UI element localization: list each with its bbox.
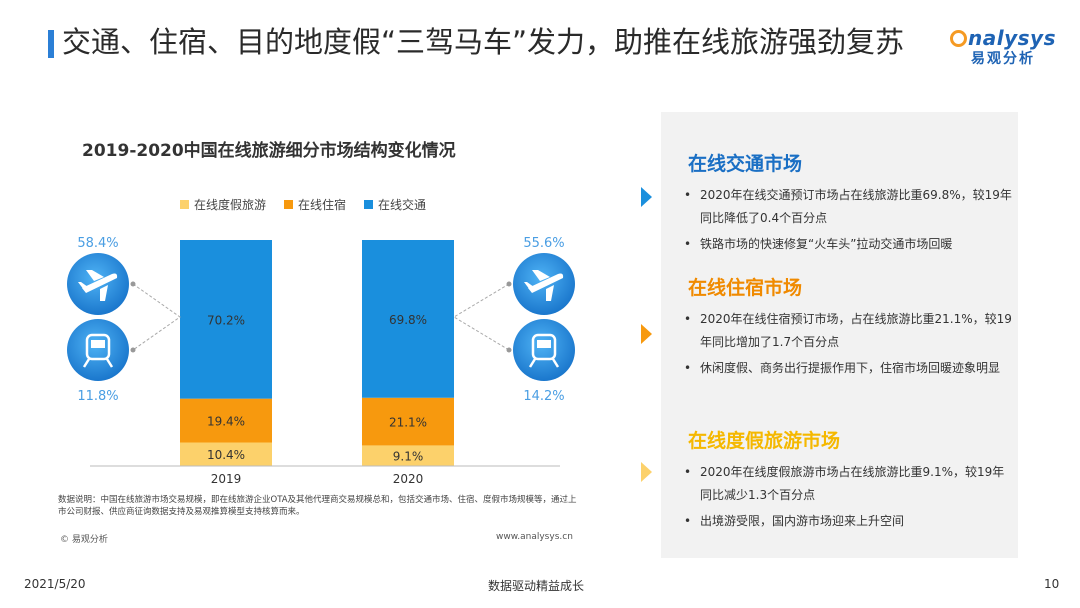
train-icon [513, 319, 575, 381]
plane-glyph [524, 270, 564, 301]
bullet-item: • 出境游受限，国内游市场迎来上升空间 [684, 510, 1014, 533]
stacked-bar-chart: 10.4% 19.4% 70.2% 2019 9.1% 21.1% 69.8% 2020 58.… [67, 236, 575, 486]
bar-data-label: 70.2% [207, 313, 245, 327]
connector-dot [130, 347, 136, 353]
train-leg [105, 358, 114, 368]
bar-segment [362, 397, 454, 446]
chart-title: 2019-2020中国在线旅游细分市场结构变化情况 [82, 141, 456, 161]
bullet-dot: • [684, 312, 692, 326]
train-body [85, 333, 111, 361]
train-share-label: 14.2% [523, 389, 564, 404]
connector-line [132, 283, 181, 351]
page-number: 10 [1044, 577, 1060, 591]
bullet-dot: • [684, 514, 692, 528]
footer-date: 2021/5/20 [24, 577, 86, 591]
bar-segment [180, 398, 272, 443]
page-title: 交通、住宿、目的地度假“三驾马车”发力，助推在线旅游强劲复苏 [62, 25, 905, 59]
section-arrow-icon [641, 324, 652, 344]
train-leg [82, 358, 91, 368]
bullet-text: 2020年在线度假旅游市场占在线旅游比重9.1%，较19年同比减少1.3个百分点 [700, 465, 1005, 502]
bullet-dot: • [684, 237, 692, 251]
section-arrow-icon [641, 462, 652, 482]
bullet-text: 2020年在线交通预订市场占在线旅游比重69.8%，较19年同比降低了0.4个百… [700, 188, 1012, 225]
train-window [91, 340, 105, 348]
section-title-transport: 在线交通市场 [688, 153, 803, 175]
bar-segment [362, 240, 454, 398]
plane-share-label: 55.6% [523, 236, 564, 251]
train-icon [67, 319, 129, 381]
bar-data-label: 9.1% [393, 450, 424, 464]
x-tick-label: 2019 [211, 472, 242, 486]
bar-data-label: 10.4% [207, 448, 245, 462]
train-body [531, 333, 557, 361]
legend-label: 在线度假旅游 [194, 198, 267, 212]
plane-share-label: 58.4% [77, 236, 118, 251]
bar-segment [180, 442, 272, 466]
footer-slogan: 数据驱动精益成长 [488, 579, 585, 593]
legend-item-accommodation: 在线住宿 [284, 196, 346, 213]
insight-panel [661, 112, 1018, 558]
bar-segment [362, 445, 454, 466]
bullet-item: • 2020年在线度假旅游市场占在线旅游比重9.1%，较19年同比减少1.3个百分… [684, 461, 1014, 507]
section-title-vacation: 在线度假旅游市场 [688, 430, 841, 452]
legend-label: 在线交通 [378, 198, 427, 212]
bullet-item: • 2020年在线住宿预订市场，占在线旅游比重21.1%，较19年同比增加了1.7… [684, 308, 1014, 354]
title-accent-bar [48, 30, 54, 58]
connector-dot [506, 281, 512, 287]
bullet-dot: • [684, 188, 692, 202]
source-label: © 易观分析 [60, 535, 108, 545]
legend-swatch [284, 200, 294, 209]
train-leg [551, 358, 560, 368]
chart-legend: 在线度假旅游 在线住宿 在线交通 [180, 196, 426, 213]
legend-item-transport: 在线交通 [364, 196, 426, 213]
logo-ring-icon [950, 30, 967, 47]
bar-data-label: 69.8% [389, 313, 427, 327]
bullet-dot: • [684, 465, 692, 479]
connector-dot [130, 281, 136, 287]
logo-en-text: nalysys [968, 26, 1056, 50]
bullet-item: • 铁路市场的快速修复“火车头”拉动交通市场回暖 [684, 233, 1014, 256]
bullet-text: 出境游受限，国内游市场迎来上升空间 [700, 514, 905, 528]
logo-cn-text: 易观分析 [971, 51, 1035, 67]
train-leg [528, 358, 537, 368]
legend-swatch [364, 200, 374, 209]
section-title-accommodation: 在线住宿市场 [688, 277, 803, 299]
website-link[interactable]: www.analysys.cn [496, 532, 573, 542]
bullet-dot: • [684, 361, 692, 375]
legend-label: 在线住宿 [298, 198, 347, 212]
legend-swatch [180, 200, 189, 209]
bar-segment [180, 240, 272, 399]
analysys-logo: nalysys 易观分析 [948, 26, 1058, 68]
bullet-item: • 休闲度假、商务出行提振作用下，住宿市场回暖迹象明显 [684, 357, 1014, 380]
bullet-text: 2020年在线住宿预订市场，占在线旅游比重21.1%，较19年同比增加了1.7个… [700, 312, 1012, 349]
train-window [537, 340, 551, 348]
bullet-text: 休闲度假、商务出行提振作用下，住宿市场回暖迹象明显 [700, 361, 1001, 375]
train-share-label: 11.8% [77, 389, 118, 404]
connector-line [453, 283, 510, 351]
x-tick-label: 2020 [393, 472, 424, 486]
bar-data-label: 19.4% [207, 415, 245, 429]
legend-item-vacation: 在线度假旅游 [180, 196, 266, 213]
bullet-text: 铁路市场的快速修复“火车头”拉动交通市场回暖 [700, 237, 953, 251]
plane-glyph [78, 270, 118, 301]
connector-dot [506, 347, 512, 353]
bullet-item: • 2020年在线交通预订市场占在线旅游比重69.8%，较19年同比降低了0.4个… [684, 184, 1014, 230]
section-arrow-icon [641, 187, 652, 207]
data-note: 数据说明：中国在线旅游市场交易规模，即在线旅游企业OTA及其他代理商交易规模总和… [58, 495, 577, 517]
bar-data-label: 21.1% [389, 416, 427, 430]
